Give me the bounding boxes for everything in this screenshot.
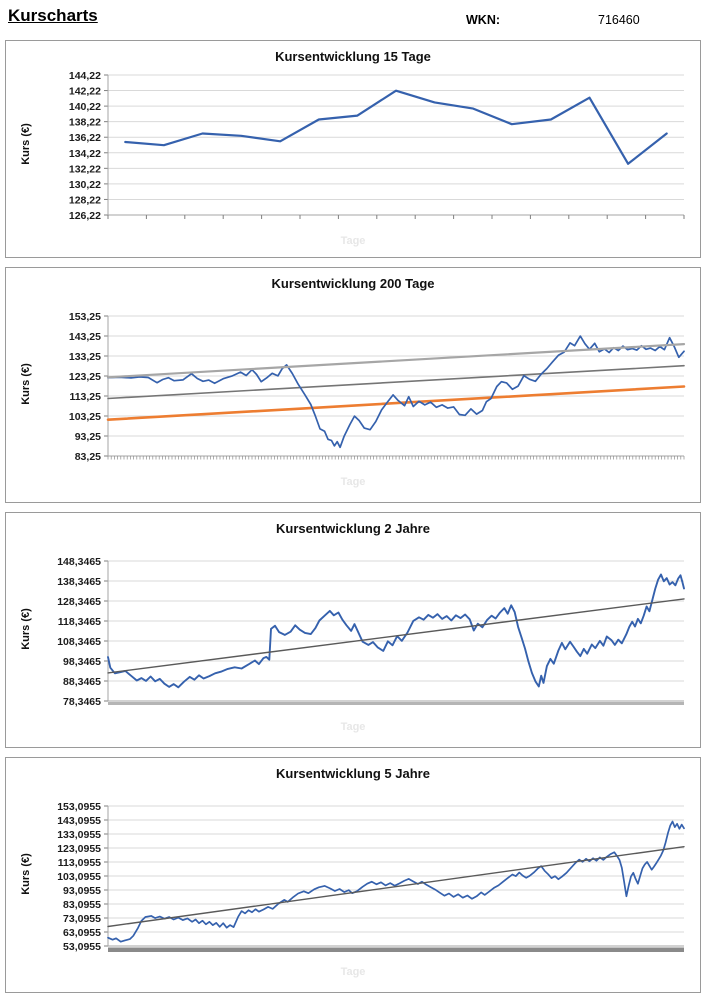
chart-panel-2-jahre: Kursentwicklung 2 Jahre Kurs (€) 148,346… xyxy=(5,512,701,748)
chart-title: Kursentwicklung 5 Jahre xyxy=(276,766,430,781)
svg-text:93,25: 93,25 xyxy=(75,431,101,443)
svg-text:143,0955: 143,0955 xyxy=(57,815,101,827)
svg-text:93,0955: 93,0955 xyxy=(63,885,101,897)
svg-text:83,0955: 83,0955 xyxy=(63,899,101,911)
svg-text:123,0955: 123,0955 xyxy=(57,843,101,855)
y-axis-title: Kurs (€) xyxy=(20,608,32,650)
wkn-value: 716460 xyxy=(598,13,640,27)
svg-text:98,3465: 98,3465 xyxy=(63,656,101,668)
chart-canvas-2-jahre: 148,3465 138,3465 128,3465 118,3465 108,3465… xyxy=(57,556,685,708)
svg-text:83,25: 83,25 xyxy=(75,451,101,463)
wkn-label: WKN: xyxy=(466,13,501,27)
y-axis-title: Kurs (€) xyxy=(20,853,32,895)
svg-text:88,3465: 88,3465 xyxy=(63,676,101,688)
svg-text:128,3465: 128,3465 xyxy=(57,596,101,608)
page-title: Kurscharts xyxy=(8,6,98,25)
x-axis-title: Tage xyxy=(340,966,366,978)
svg-text:138,3465: 138,3465 xyxy=(57,576,101,588)
svg-text:108,3465: 108,3465 xyxy=(57,636,101,648)
svg-text:153,25: 153,25 xyxy=(69,311,101,323)
svg-text:128,22: 128,22 xyxy=(69,194,101,206)
y-axis-title: Kurs (€) xyxy=(20,363,32,405)
chart-canvas-15-tage: 144,22 142,22 140,22 138,22 136,22 134,22 132,… xyxy=(69,70,685,222)
svg-text:148,3465: 148,3465 xyxy=(57,556,101,568)
chart-panel-15-tage: Kursentwicklung 15 Tage Kurs (€) 144,22 1… xyxy=(5,40,701,258)
chart-title: Kursentwicklung 15 Tage xyxy=(275,49,431,64)
svg-text:126,22: 126,22 xyxy=(69,210,101,222)
svg-text:140,22: 140,22 xyxy=(69,101,101,113)
svg-text:73,0955: 73,0955 xyxy=(63,913,101,925)
page-header: Kurscharts WKN: 716460 xyxy=(0,0,706,40)
svg-text:63,0955: 63,0955 xyxy=(63,927,101,939)
chart-canvas-200-tage: 153,25 143,25 133,25 123,25 113,25 103,25 93,2… xyxy=(69,311,686,463)
chart-title: Kursentwicklung 2 Jahre xyxy=(276,521,430,536)
svg-text:103,0955: 103,0955 xyxy=(57,871,101,883)
svg-text:113,0955: 113,0955 xyxy=(58,857,101,869)
x-axis-title: Tage xyxy=(340,721,366,733)
svg-text:153,0955: 153,0955 xyxy=(57,801,101,813)
chart-title: Kursentwicklung 200 Tage xyxy=(271,276,435,291)
svg-text:133,0955: 133,0955 xyxy=(57,829,101,841)
x-axis-title: Tage xyxy=(340,476,366,488)
chart-canvas-5-jahre: 153,0955 143,0955 133,0955 123,0955 113,0955… xyxy=(57,801,685,953)
svg-text:143,25: 143,25 xyxy=(69,331,101,343)
y-axis-title: Kurs (€) xyxy=(20,123,32,165)
svg-text:138,22: 138,22 xyxy=(69,117,101,129)
svg-text:142,22: 142,22 xyxy=(69,86,101,98)
svg-text:133,25: 133,25 xyxy=(69,351,101,363)
svg-text:130,22: 130,22 xyxy=(69,179,101,191)
svg-text:144,22: 144,22 xyxy=(69,70,101,82)
svg-text:113,25: 113,25 xyxy=(69,391,101,403)
chart-panel-5-jahre: Kursentwicklung 5 Jahre Kurs (€) 153,095… xyxy=(5,757,701,993)
svg-text:78,3465: 78,3465 xyxy=(63,696,101,708)
x-axis-title: Tage xyxy=(340,235,366,247)
svg-text:123,25: 123,25 xyxy=(69,371,101,383)
svg-text:134,22: 134,22 xyxy=(69,148,101,160)
svg-text:103,25: 103,25 xyxy=(69,411,101,423)
svg-text:132,22: 132,22 xyxy=(69,163,101,175)
chart-panel-200-tage: Kursentwicklung 200 Tage Kurs (€) 153,25… xyxy=(5,267,701,503)
svg-text:53,0955: 53,0955 xyxy=(63,941,101,953)
svg-text:118,3465: 118,3465 xyxy=(58,616,101,628)
svg-text:136,22: 136,22 xyxy=(69,132,101,144)
